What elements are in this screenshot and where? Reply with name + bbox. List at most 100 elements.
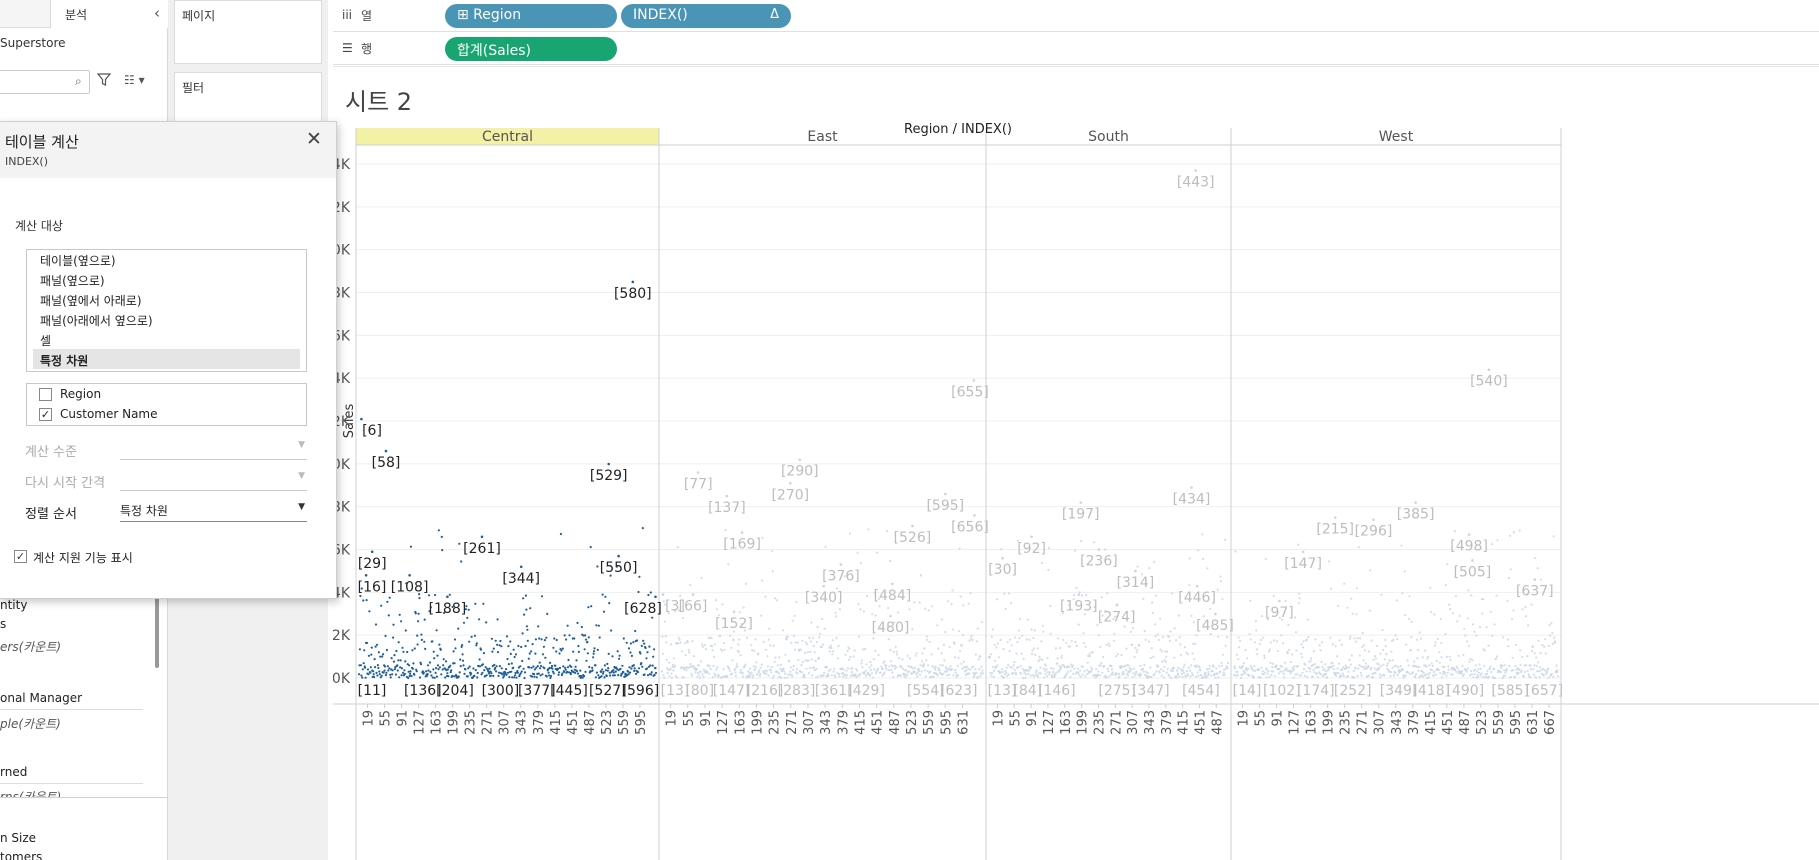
- data-point: [929, 670, 932, 673]
- data-point: [817, 656, 820, 659]
- data-point: [1088, 655, 1092, 658]
- compute-option[interactable]: 패널(아래에서 옆으로): [40, 314, 153, 328]
- data-point: [1543, 669, 1546, 672]
- data-point: [1000, 548, 1003, 551]
- sort-order-dropdown[interactable]: 특정 차원 ▼: [120, 500, 307, 522]
- data-point: [1486, 672, 1489, 676]
- field-item[interactable]: rned: [0, 765, 28, 779]
- search-icon[interactable]: ⌕: [75, 74, 82, 88]
- field-search-input[interactable]: [0, 70, 90, 94]
- collapse-pane-icon[interactable]: ‹: [154, 4, 160, 22]
- region-checkbox[interactable]: [39, 388, 52, 401]
- data-label: [498]: [1450, 539, 1488, 555]
- data-point: [974, 653, 977, 656]
- data-point: [980, 621, 984, 624]
- data-point: [1205, 668, 1209, 671]
- data-point: [1113, 633, 1116, 636]
- data-point: [437, 529, 440, 532]
- data-point: [584, 670, 587, 674]
- data-point: [1208, 665, 1211, 668]
- data-label: [554]: [907, 683, 945, 699]
- compute-option[interactable]: 패널(옆으로): [40, 274, 105, 288]
- show-hints-checkbox[interactable]: ✓: [14, 550, 27, 563]
- data-point: [1095, 668, 1098, 671]
- compute-option[interactable]: 패널(옆에서 아래로): [40, 294, 142, 308]
- data-point: [1176, 672, 1180, 675]
- data-point: [1082, 632, 1085, 635]
- field-item[interactable]: ple(카운트): [0, 717, 61, 731]
- field-item[interactable]: ers(카운트): [0, 640, 62, 654]
- data-point: [1066, 670, 1070, 674]
- region-pill[interactable]: ⊞ Region: [445, 4, 617, 28]
- data-point: [473, 634, 476, 637]
- field-item[interactable]: tomers: [0, 850, 43, 860]
- datasource-name[interactable]: Superstore: [0, 36, 66, 50]
- data-point: [875, 670, 878, 673]
- compute-option[interactable]: 셀: [40, 334, 52, 348]
- data-point: [731, 672, 734, 675]
- data-point: [566, 624, 569, 627]
- data-point: [583, 675, 586, 678]
- data-point: [823, 627, 826, 630]
- data-point: [797, 658, 800, 662]
- data-point: [408, 674, 411, 678]
- data-point: [375, 671, 378, 675]
- data-point: [1312, 650, 1315, 653]
- data-point: [771, 550, 774, 553]
- data-point: [467, 667, 470, 670]
- data-point: [887, 638, 890, 641]
- data-label: [16]: [358, 579, 387, 595]
- sum-sales-pill[interactable]: 합계(Sales): [445, 37, 617, 61]
- data-point: [1238, 646, 1241, 649]
- data-point: [1534, 676, 1537, 679]
- sum-sales-pill-label: 합계(Sales): [457, 43, 531, 59]
- data-point: [376, 664, 379, 667]
- data-label: [215]: [1316, 522, 1354, 538]
- data-point: [1081, 673, 1084, 676]
- data-point: [446, 668, 449, 671]
- tab-analysis[interactable]: 분석: [50, 0, 168, 28]
- data-point: [580, 675, 583, 678]
- data-point: [897, 611, 900, 614]
- data-point: [1052, 671, 1055, 674]
- region-checkbox-label[interactable]: Region: [60, 387, 102, 401]
- data-point: [1159, 617, 1162, 620]
- data-point: [1277, 672, 1280, 675]
- sheet-title[interactable]: 시트 2: [345, 88, 413, 116]
- data-point: [1468, 644, 1471, 647]
- customer-name-checkbox[interactable]: ✓: [39, 408, 52, 421]
- data-point: [741, 672, 744, 675]
- data-point: [759, 666, 762, 669]
- compute-option-selected[interactable]: 특정 차원: [33, 349, 300, 369]
- data-point: [1173, 627, 1176, 630]
- field-item[interactable]: onal Manager: [0, 691, 83, 705]
- close-icon[interactable]: ✕: [306, 128, 322, 150]
- data-point: [426, 664, 430, 667]
- data-point: [748, 675, 751, 678]
- compute-option[interactable]: 테이블(옆으로): [40, 254, 116, 268]
- data-point: [824, 545, 827, 548]
- compute-using-list[interactable]: 테이블(옆으로) 패널(옆으로) 패널(옆에서 아래로) 패널(아래에서 옆으로…: [26, 249, 307, 372]
- filter-icon[interactable]: [96, 73, 112, 90]
- x-tick-label: 199: [1322, 710, 1337, 735]
- data-point: [801, 639, 804, 642]
- field-item[interactable]: n Size: [0, 831, 37, 845]
- field-item[interactable]: rns(카운트): [0, 790, 62, 798]
- scrollbar[interactable]: [155, 596, 159, 668]
- rows-shelf[interactable]: ☰ 행 합계(Sales): [333, 33, 1819, 65]
- field-item[interactable]: s: [0, 617, 7, 631]
- dialog-title: 테이블 계산: [5, 133, 79, 151]
- data-point: [1293, 665, 1296, 668]
- columns-shelf[interactable]: iii 열 ⊞ Region INDEX() Δ: [333, 0, 1819, 32]
- index-pill[interactable]: INDEX() Δ: [621, 4, 791, 28]
- show-hints-label[interactable]: 계산 지원 기능 표시: [33, 551, 133, 565]
- field-item[interactable]: ntity: [0, 598, 28, 612]
- data-point: [1179, 653, 1182, 656]
- view-options-icon[interactable]: ☷ ▾: [124, 73, 145, 87]
- data-point: [1028, 665, 1031, 669]
- customer-name-checkbox-label[interactable]: Customer Name: [60, 407, 158, 421]
- data-point: [1482, 598, 1485, 601]
- data-point: [1353, 676, 1356, 679]
- data-point: [513, 676, 516, 679]
- pages-card[interactable]: 페이지: [174, 0, 322, 64]
